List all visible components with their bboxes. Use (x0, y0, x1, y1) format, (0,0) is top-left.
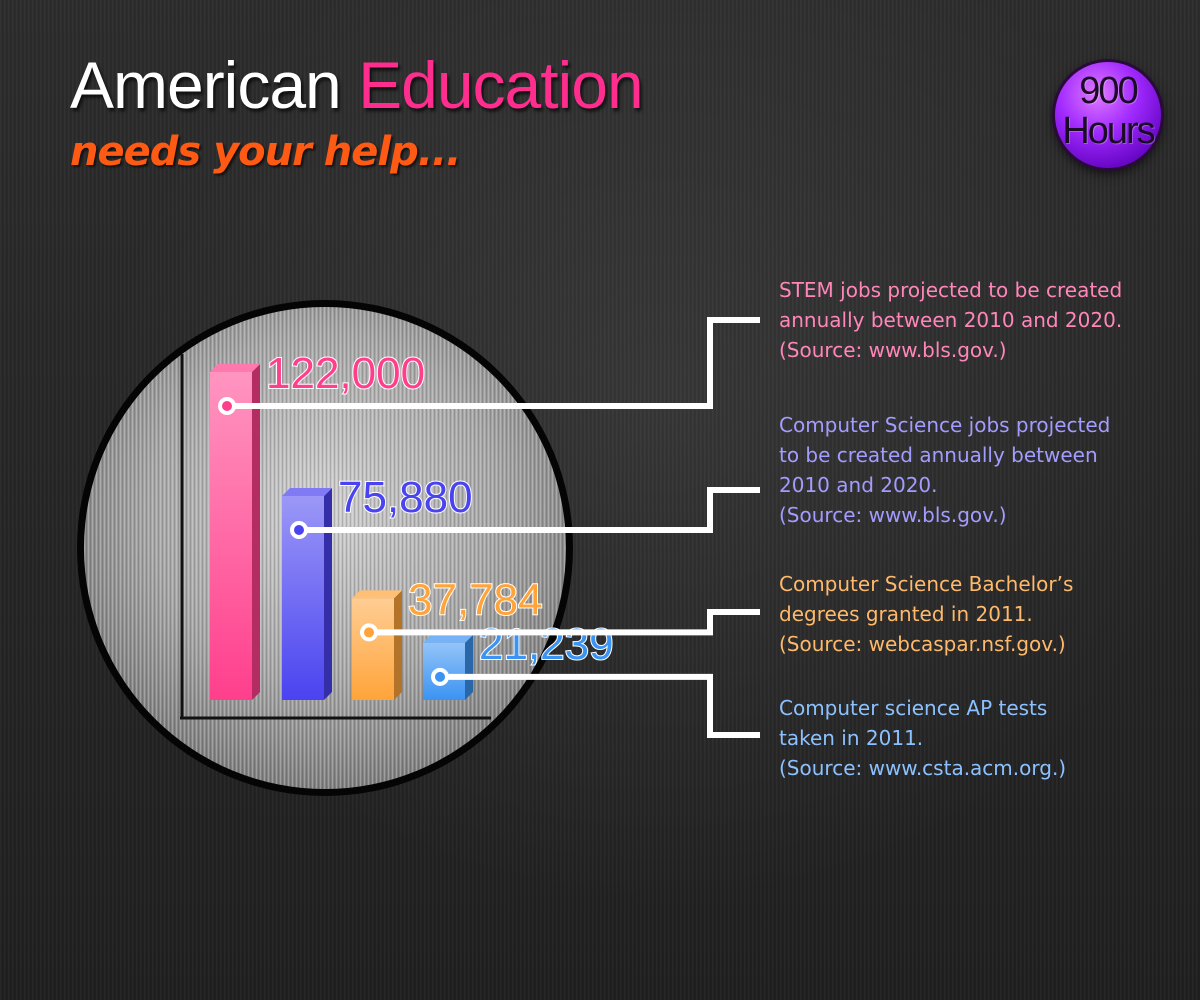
description-cs-degrees: Computer Science Bachelor’s degrees gran… (779, 569, 1159, 659)
badge-unit: Hours (1062, 110, 1155, 152)
description-line: (Source: webcaspar.nsf.gov.) (779, 632, 1066, 656)
bar-front-0 (210, 372, 252, 700)
connector-line-2 (369, 609, 760, 636)
title-word-education: Education (358, 48, 644, 122)
description-line: 2010 and 2020. (779, 473, 938, 497)
connector-line-3 (440, 673, 760, 738)
900-hours-badge: 900 Hours (1055, 62, 1161, 168)
bar-top-0 (210, 364, 260, 372)
title-word-american: American (70, 48, 342, 122)
badge-number: 900 (1079, 70, 1138, 112)
description-line: (Source: www.bls.gov.) (779, 503, 1007, 527)
bar-value-label-1: 75,880 (338, 473, 473, 522)
description-line: taken in 2011. (779, 726, 924, 750)
connector-dot-3 (431, 667, 449, 686)
description-line: Computer science AP tests (779, 696, 1048, 720)
page-title: American Education (70, 52, 644, 118)
bar-value-label-0: 122,000 (266, 349, 425, 398)
description-line: (Source: www.bls.gov.) (779, 338, 1007, 362)
bar-top-3 (423, 634, 473, 643)
bar-side-1 (324, 487, 332, 700)
bar-value-label-2: 37,784 (408, 575, 543, 624)
connector-line-1 (299, 487, 760, 533)
bar-top-1 (282, 487, 332, 496)
description-cs-jobs: Computer Science jobs projected to be cr… (779, 410, 1159, 530)
bar-side-3 (465, 634, 473, 700)
connector-dot-0 (218, 397, 236, 415)
bar-side-0 (252, 364, 260, 700)
description-ap-tests: Computer science AP tests taken in 2011.… (779, 693, 1159, 783)
page-subtitle: needs your help... (70, 129, 461, 175)
connector-line-0 (227, 317, 760, 409)
description-line: to be created annually between (779, 443, 1098, 467)
description-line: STEM jobs projected to be created (779, 278, 1123, 302)
description-line: Computer Science Bachelor’s (779, 572, 1074, 596)
connectors (218, 317, 760, 738)
description-line: Computer Science jobs projected (779, 413, 1111, 437)
bar-top-2 (352, 590, 402, 599)
bar-front-2 (352, 598, 394, 700)
bar-side-2 (394, 590, 402, 700)
connector-dot-1 (290, 520, 308, 539)
bar-value-label-3: 21,239 (479, 620, 614, 669)
description-line: annually between 2010 and 2020. (779, 308, 1123, 332)
description-line: (Source: www.csta.acm.org.) (779, 756, 1067, 780)
description-stem: STEM jobs projected to be created annual… (779, 275, 1159, 365)
description-line: degrees granted in 2011. (779, 602, 1033, 626)
connector-dot-2 (360, 623, 378, 642)
